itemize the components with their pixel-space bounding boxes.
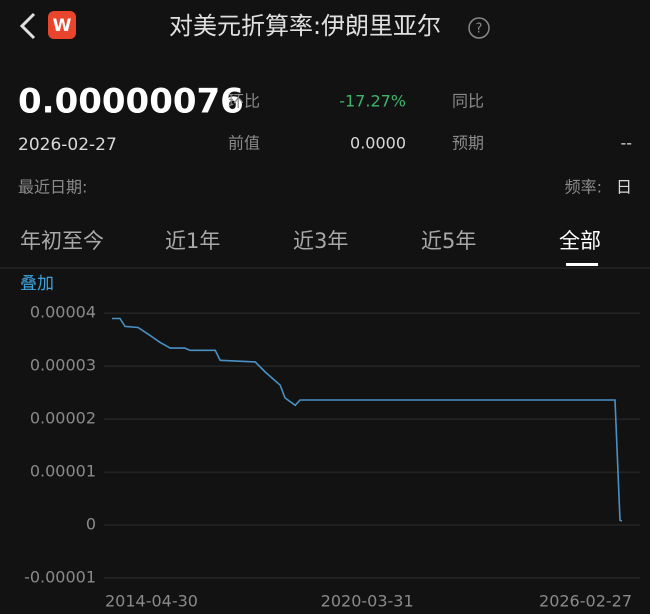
x-tick-label: 2014-04-30 xyxy=(105,592,198,611)
latest-date: 2026-02-27 xyxy=(18,135,117,155)
frequency-label: 频率: xyxy=(565,178,602,197)
stat-value: -17.27% xyxy=(339,92,406,111)
stat-label: 环比 xyxy=(228,92,260,111)
tab-underline xyxy=(566,263,598,266)
tab[interactable]: 近1年 xyxy=(165,229,220,253)
y-tick-label: 0.00001 xyxy=(30,462,96,481)
y-tick-label: 0.00002 xyxy=(30,409,96,428)
y-tick-label: -0.00001 xyxy=(24,568,96,587)
app-icon xyxy=(48,11,76,39)
x-tick-label: 2020-03-31 xyxy=(321,592,414,611)
stat-value: -- xyxy=(620,134,632,153)
latest-value: 0.00000076 xyxy=(18,82,244,122)
page-title: 对美元折算率:伊朗里亚尔 xyxy=(169,12,441,40)
help-icon[interactable] xyxy=(468,17,490,39)
frequency-value: 日 xyxy=(616,178,632,197)
tab[interactable]: 近3年 xyxy=(293,229,348,253)
overlay-button[interactable]: 叠加 xyxy=(20,274,54,294)
y-tick-label: 0 xyxy=(86,515,96,534)
stat-value: 0.0000 xyxy=(350,134,406,153)
tab[interactable]: 全部 xyxy=(559,229,601,253)
tab[interactable]: 近5年 xyxy=(421,229,476,253)
help-icon-mark: ? xyxy=(476,22,483,37)
tab[interactable]: 年初至今 xyxy=(20,229,104,253)
x-tick-label: 2026-02-27 xyxy=(539,592,632,611)
latest-date-label: 最近日期: xyxy=(18,178,87,197)
stat-label: 同比 xyxy=(452,92,484,111)
y-tick-label: 0.00004 xyxy=(30,303,96,322)
back-button[interactable] xyxy=(19,12,36,40)
data-line xyxy=(112,317,623,522)
stat-label: 前值 xyxy=(228,134,260,153)
stat-label: 预期 xyxy=(452,134,484,153)
y-tick-label: 0.00003 xyxy=(30,356,96,375)
app-icon-letter: W xyxy=(53,16,72,36)
